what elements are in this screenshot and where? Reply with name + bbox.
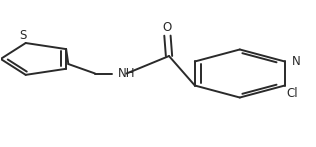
Text: Cl: Cl — [287, 87, 298, 100]
Text: O: O — [163, 21, 172, 34]
Text: NH: NH — [118, 67, 135, 80]
Text: N: N — [291, 55, 300, 68]
Text: S: S — [19, 29, 26, 41]
